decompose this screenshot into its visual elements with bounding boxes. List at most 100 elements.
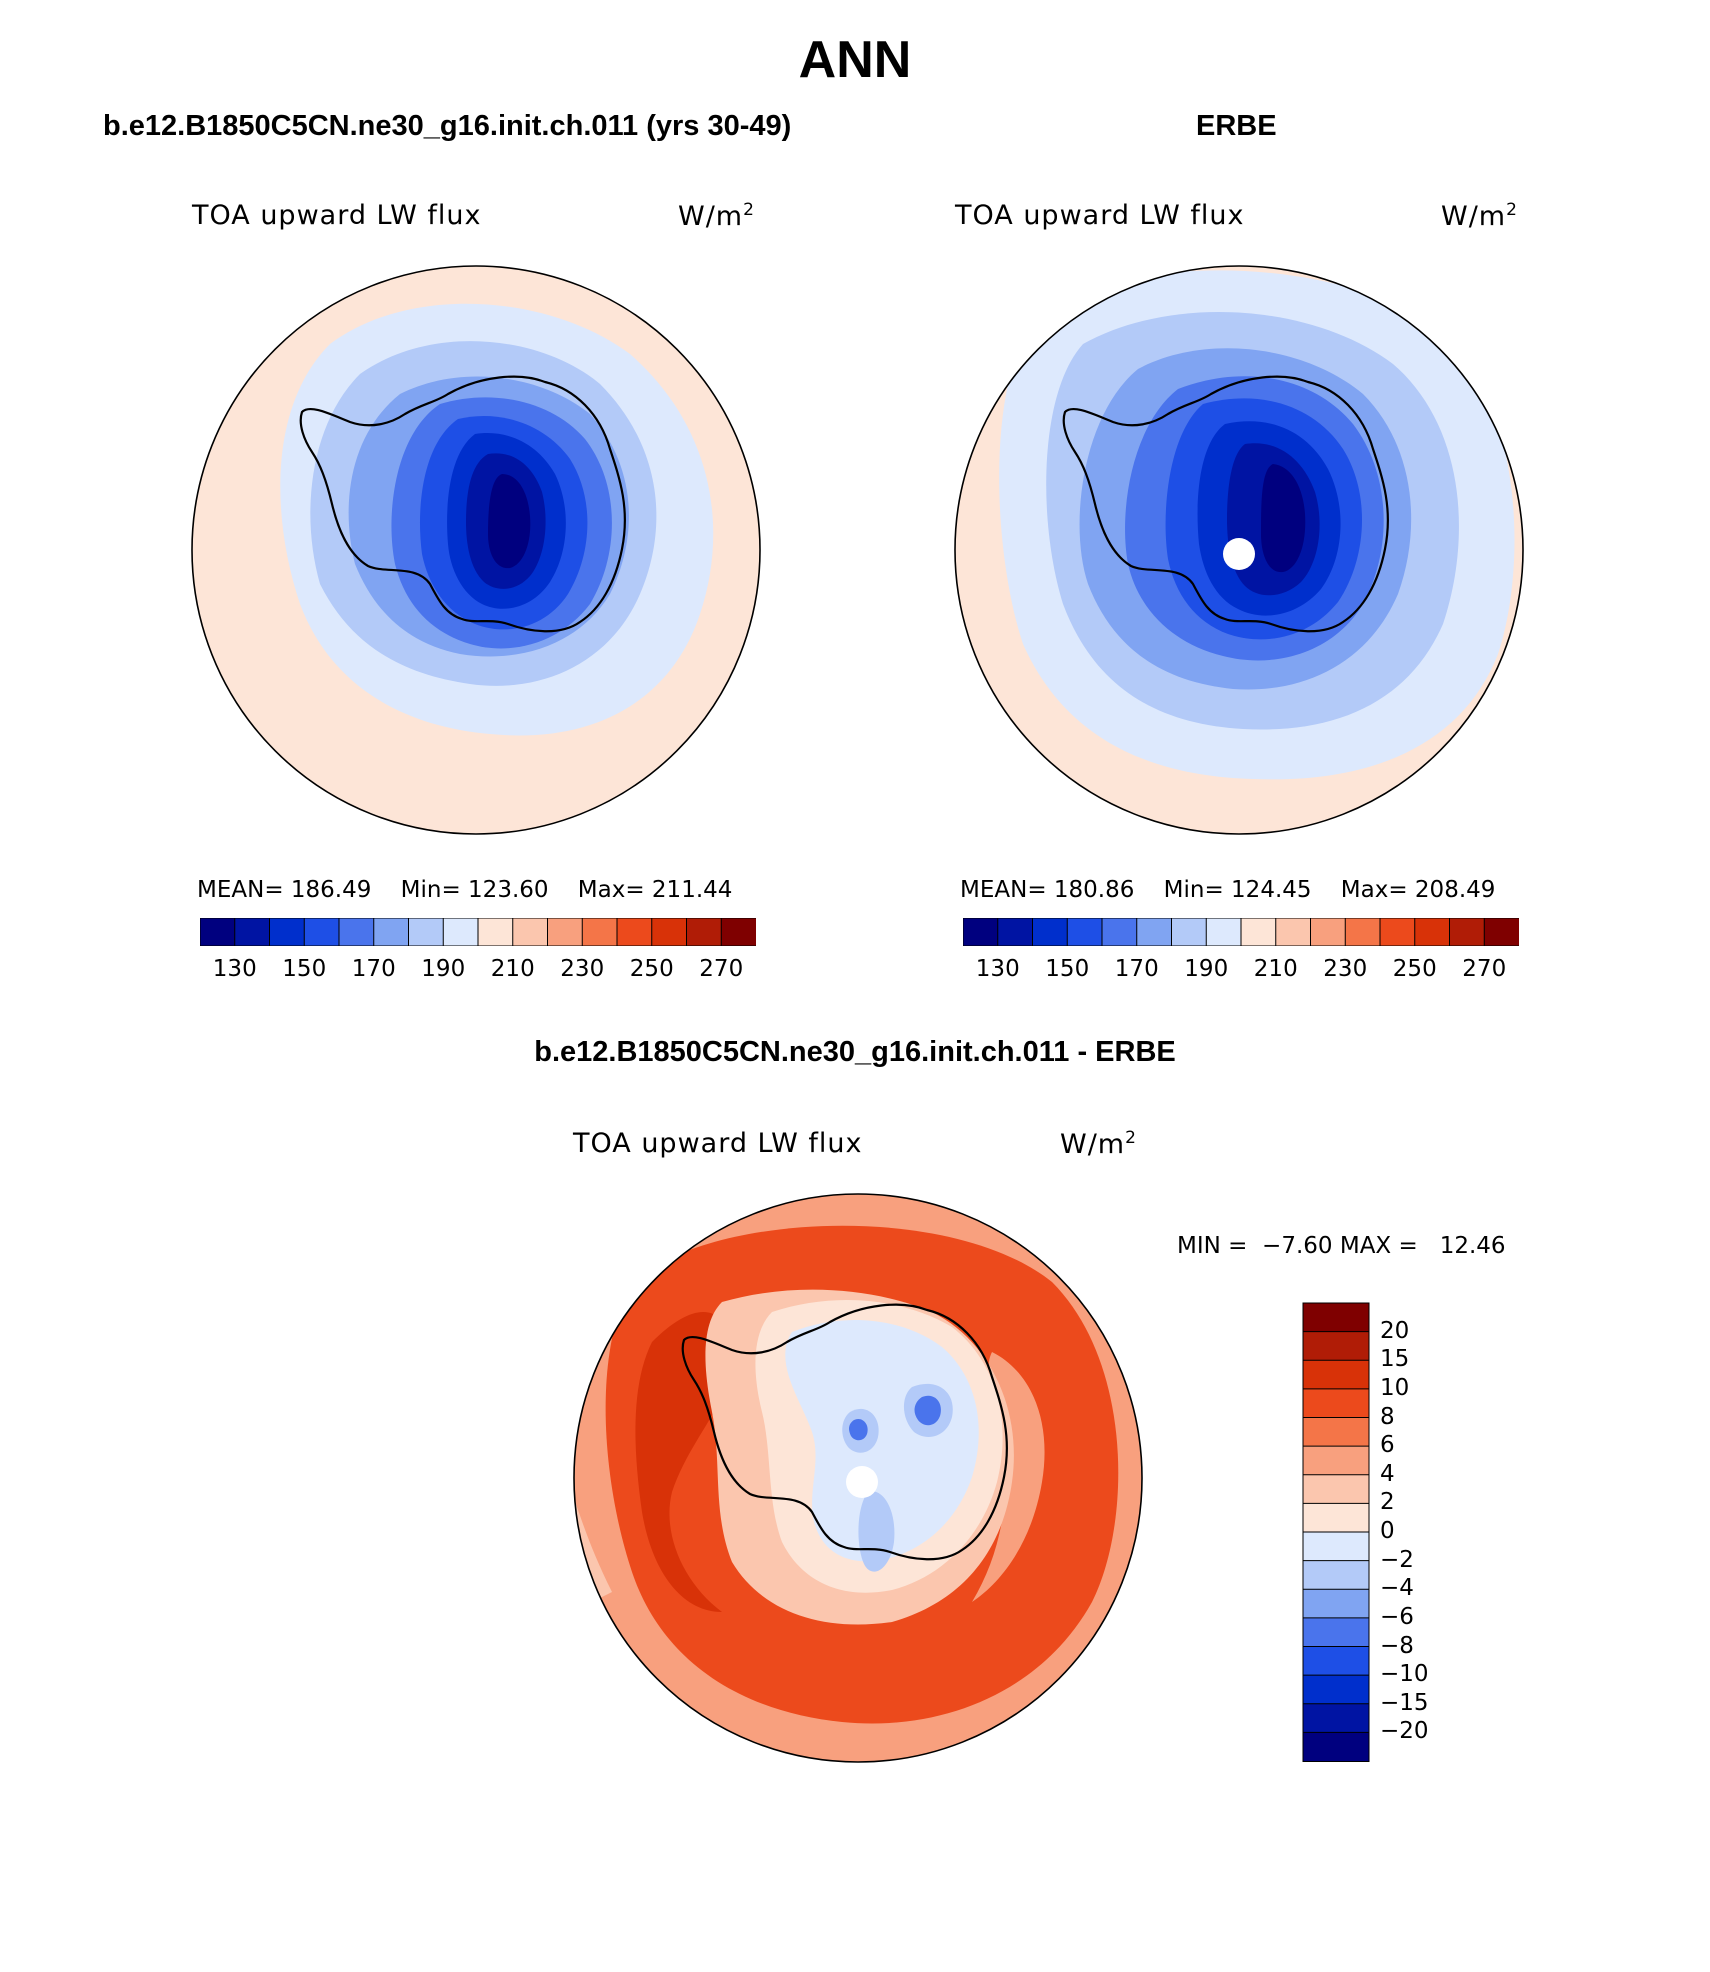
colorbar-tick-label: 210 [1253, 956, 1298, 982]
colorbar-tick-label: 270 [699, 956, 744, 982]
colorbar-tick-label: 150 [1045, 956, 1090, 982]
colorbar-swatch [1205, 918, 1242, 946]
colorbar-tick-label: −4 [1380, 1575, 1414, 1602]
panel-3-contours [574, 1194, 1142, 1762]
colorbar-swatch [720, 918, 756, 946]
panel-3-colorbar-ticks: 20 15 10 8 6 4 2 0 −2 −4 −6 −8 −10 −15 −20 [1380, 1302, 1460, 1762]
panel-1-contours [192, 266, 760, 834]
panel-1-max: 211.44 [651, 877, 733, 903]
colorbar-tick-label: −6 [1380, 1603, 1414, 1630]
colorbar-swatch [963, 918, 999, 946]
colorbar-swatch [1379, 918, 1416, 946]
colorbar-swatch [1344, 918, 1381, 946]
colorbar-tick-label: −15 [1380, 1689, 1429, 1716]
colorbar-swatch [1032, 918, 1069, 946]
colorbar-tick-label: 230 [560, 956, 605, 982]
colorbar-tick-label: 2 [1380, 1489, 1395, 1516]
colorbar-swatch [1066, 918, 1103, 946]
panel-2-min: 124.45 [1231, 877, 1312, 903]
colorbar-tick-label: −20 [1380, 1718, 1429, 1745]
panel-1-colorbar [200, 918, 756, 946]
colorbar-swatch [1302, 1445, 1370, 1476]
figure-title: ANN [798, 31, 912, 89]
colorbar-tick-label: 130 [212, 956, 257, 982]
panel-2-colorbar-ticks: 130 150 170 190 210 230 250 270 [963, 956, 1519, 986]
panel-2-units: W/m2 [1441, 200, 1518, 232]
colorbar-tick-label: 190 [421, 956, 466, 982]
colorbar-tick-label: 10 [1380, 1374, 1410, 1401]
colorbar-swatch [303, 918, 340, 946]
colorbar-tick-label: 15 [1380, 1346, 1410, 1373]
colorbar-swatch [1302, 1646, 1370, 1677]
colorbar-swatch [686, 918, 723, 946]
panel-3-max: 12.46 [1439, 1233, 1506, 1259]
panel-1-mean: 186.49 [290, 877, 372, 903]
colorbar-tick-label: 210 [490, 956, 535, 982]
colorbar-swatch [1302, 1502, 1370, 1534]
colorbar-swatch [1302, 1331, 1370, 1362]
panel-1-stats: MEAN= 186.49 Min= 123.60 Max= 211.44 [197, 877, 733, 903]
colorbar-swatch [1302, 1417, 1370, 1448]
panel-2-coastline [1062, 375, 1389, 633]
panel-3-colorbar [1302, 1302, 1370, 1762]
panel-3-map [573, 1193, 1143, 1763]
colorbar-tick-label: 170 [351, 956, 396, 982]
panel-2-title: ERBE [1196, 110, 1277, 142]
colorbar-swatch [1275, 918, 1312, 946]
colorbar-tick-label: 0 [1380, 1518, 1395, 1544]
colorbar-swatch [1302, 1474, 1370, 1505]
panel-3-min: −7.60 [1262, 1233, 1333, 1259]
panel-3-pole-mask [846, 1466, 878, 1498]
panel-1-coastline [299, 375, 626, 633]
panel-3-stats: MIN = −7.60 MAX = 12.46 [1177, 1233, 1506, 1259]
colorbar-tick-label: 190 [1184, 956, 1229, 982]
colorbar-swatch [1302, 1703, 1370, 1734]
panel-2-mean: 180.86 [1053, 877, 1135, 903]
colorbar-swatch [1414, 918, 1451, 946]
colorbar-swatch [651, 918, 688, 946]
colorbar-tick-label: 270 [1462, 956, 1507, 982]
colorbar-tick-label: 6 [1380, 1432, 1395, 1459]
colorbar-tick-label: 230 [1323, 956, 1368, 982]
colorbar-swatch [512, 918, 549, 946]
colorbar-swatch [338, 918, 375, 946]
panel-3-map-border [573, 1193, 1143, 1763]
colorbar-tick-label: 4 [1380, 1460, 1395, 1487]
colorbar-swatch [269, 918, 306, 946]
colorbar-swatch [408, 918, 445, 946]
colorbar-swatch [234, 918, 271, 946]
panel-2-map [954, 265, 1524, 835]
colorbar-swatch [442, 918, 479, 946]
colorbar-swatch [1302, 1388, 1370, 1419]
colorbar-tick-label: 8 [1380, 1403, 1395, 1430]
colorbar-tick-label: −2 [1380, 1546, 1414, 1573]
colorbar-swatch [1101, 918, 1138, 946]
panel-3-coastline [681, 1303, 1008, 1561]
colorbar-tick-label: −8 [1380, 1632, 1414, 1659]
colorbar-tick-label: 250 [629, 956, 674, 982]
colorbar-swatch [997, 918, 1034, 946]
colorbar-swatch [1302, 1674, 1370, 1705]
panel-3-units: W/m2 [1060, 1128, 1137, 1160]
colorbar-tick-label: 150 [282, 956, 327, 982]
colorbar-swatch [1302, 1302, 1370, 1333]
panel-2-contours [955, 266, 1523, 834]
colorbar-swatch [1302, 1359, 1370, 1390]
colorbar-swatch [1302, 1731, 1370, 1762]
panel-1-colorbar-ticks: 130 150 170 190 210 230 250 270 [200, 956, 756, 986]
colorbar-swatch [1171, 918, 1208, 946]
colorbar-swatch [547, 918, 584, 946]
colorbar-swatch [1136, 918, 1173, 946]
colorbar-tick-label: 20 [1380, 1317, 1410, 1344]
panel-1-units: W/m2 [678, 200, 755, 232]
colorbar-swatch [581, 918, 618, 946]
colorbar-swatch [1302, 1531, 1370, 1562]
panel-1-title: b.e12.B1850C5CN.ne30_g16.init.ch.011 (yr… [103, 110, 792, 142]
colorbar-tick-label: 250 [1392, 956, 1437, 982]
panel-1-map [191, 265, 761, 835]
colorbar-swatch [477, 918, 514, 946]
colorbar-swatch [200, 918, 236, 946]
colorbar-swatch [1483, 918, 1519, 946]
panel-3-variable: TOA upward LW flux [573, 1128, 863, 1159]
colorbar-tick-label: −10 [1380, 1661, 1429, 1688]
